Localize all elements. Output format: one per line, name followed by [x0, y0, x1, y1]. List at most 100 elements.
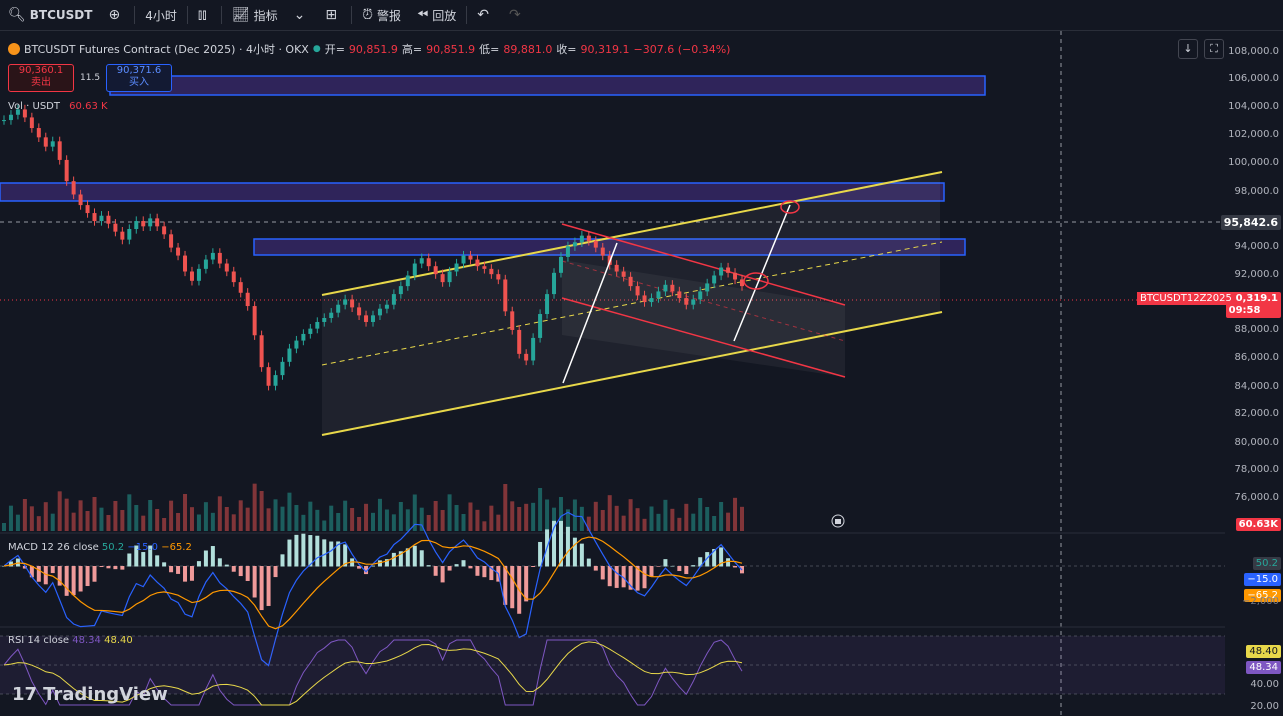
- download-button[interactable]: ↓: [1178, 39, 1198, 59]
- contract-tag: BTCUSDT12Z2025: [1137, 292, 1235, 305]
- volume-bar: [189, 507, 194, 531]
- volume-bar: [614, 505, 619, 531]
- macd-histogram-bar: [245, 566, 250, 581]
- symbol-search[interactable]: 🔍︎ BTCUSDT: [0, 0, 100, 30]
- macd-histogram-bar: [238, 566, 243, 577]
- macd-histogram-bar: [454, 564, 459, 567]
- volume-bar: [252, 483, 257, 531]
- candle-body: [364, 315, 369, 322]
- candle-body: [120, 231, 125, 240]
- crosshair-price-label: 95,842.6: [1220, 215, 1281, 230]
- macd-histogram-bar: [398, 551, 403, 567]
- replay-button[interactable]: ⏪︎ 回放: [409, 0, 464, 30]
- divider: [466, 6, 468, 24]
- volume-bar: [273, 499, 278, 531]
- macd-histogram-bar: [433, 566, 438, 576]
- candle-body: [621, 271, 626, 277]
- interval-button[interactable]: 4小时: [137, 0, 185, 30]
- volume-bar: [64, 498, 69, 531]
- candle-body: [670, 284, 675, 292]
- candle-body: [726, 267, 731, 273]
- price-tick: 76,000.0: [1234, 492, 1279, 503]
- volume-bar: [245, 507, 250, 531]
- candle-body: [50, 141, 55, 147]
- candle-body: [614, 264, 619, 272]
- add-symbol-button[interactable]: ⊕: [100, 0, 132, 30]
- macd-histogram-bar: [134, 545, 139, 567]
- volume-bar: [475, 509, 480, 531]
- sell-label: 卖出: [31, 77, 51, 88]
- volume-bar: [259, 491, 264, 531]
- price-chart[interactable]: [0, 31, 1225, 716]
- arrow-down-icon: ↓: [1183, 42, 1193, 55]
- down-channel-mid: [561, 260, 846, 342]
- macd-histogram-bar: [663, 559, 668, 567]
- indicator-templates-button[interactable]: ⌄: [286, 0, 318, 30]
- price-axis[interactable]: 108,000.0 106,000.0 104,000.0 102,000.0 …: [1220, 31, 1283, 716]
- macd-histogram-bar: [489, 566, 494, 581]
- volume-bar: [391, 514, 396, 531]
- macd-histogram-bar: [29, 566, 34, 578]
- macd-histogram-bar: [607, 566, 612, 587]
- candle-body: [517, 329, 522, 354]
- volume-bar: [565, 509, 570, 531]
- macd-histogram-bar: [280, 554, 285, 567]
- volume-bar: [308, 501, 313, 531]
- volume-bar: [203, 502, 208, 531]
- price-tick: 108,000.0: [1228, 46, 1279, 57]
- volume-bar: [726, 512, 731, 531]
- macd-histogram-bar: [308, 535, 313, 567]
- rsi-ma-line: [3, 641, 743, 706]
- price-tick: 82,000.0: [1234, 408, 1279, 419]
- tradingview-logo[interactable]: 17 TradingView: [12, 684, 168, 705]
- volume-bar: [545, 499, 550, 531]
- candle-body: [475, 259, 480, 267]
- candle-body: [196, 268, 201, 281]
- volume-label: Vol · USDT: [8, 101, 60, 112]
- lock-body: [835, 519, 841, 524]
- candle-body: [113, 223, 118, 232]
- macd-histogram-bar: [155, 555, 160, 567]
- candle-body: [280, 361, 285, 376]
- candle-body: [698, 291, 703, 300]
- macd-histogram-bar: [113, 566, 118, 570]
- alert-button[interactable]: ⏰︎ 警报: [354, 0, 409, 30]
- volume-bar: [607, 495, 612, 531]
- undo-button[interactable]: ↶: [469, 0, 501, 30]
- volume-bar: [426, 515, 431, 531]
- macd-legend[interactable]: MACD 12 26 close 50.2 −15.0 −65.2: [8, 542, 192, 553]
- sell-button[interactable]: 90,360.1 卖出: [8, 64, 74, 92]
- volume-bar: [447, 494, 452, 531]
- candle-body: [691, 299, 696, 305]
- macd-histogram-bar: [475, 566, 480, 576]
- fullscreen-button[interactable]: ⛶: [1204, 39, 1224, 59]
- volume-bar: [412, 494, 417, 531]
- candle-body: [412, 263, 417, 276]
- candle-body: [712, 275, 717, 284]
- volume-bar: [405, 509, 410, 531]
- rsi-legend[interactable]: RSI 14 close 48.34 48.40: [8, 635, 133, 646]
- chart-type-button[interactable]: ⫾⫾: [190, 0, 219, 30]
- indicators-button[interactable]: 📈︎ 指标: [224, 0, 286, 30]
- open-value: 90,851.9: [348, 42, 398, 56]
- descending-channel-fill: [562, 260, 845, 377]
- macd-histogram-bar: [78, 566, 83, 592]
- macd-histogram-bar: [85, 566, 90, 587]
- volume-legend[interactable]: Vol · USDT 60.63 K: [8, 101, 108, 112]
- volume-bar: [538, 488, 543, 531]
- indicators-icon: 📈︎: [231, 7, 250, 23]
- price-tick: 88,000.0: [1234, 324, 1279, 335]
- buy-button[interactable]: 90,371.6 买入: [106, 64, 172, 92]
- volume-bar: [43, 502, 48, 531]
- status-dot-icon: ●: [312, 44, 321, 54]
- layout-button[interactable]: ⊞: [317, 0, 349, 30]
- high-value: 90,851.9: [426, 42, 476, 56]
- macd-histogram-bar: [36, 566, 41, 582]
- macd-histogram-bar: [733, 566, 738, 568]
- legend-title[interactable]: BTCUSDT Futures Contract (Dec 2025) · 4小…: [24, 43, 309, 56]
- macd-histogram-bar: [259, 566, 264, 611]
- rsi-tick: 40.00: [1250, 679, 1279, 690]
- candle-body: [106, 215, 111, 224]
- macd-histogram-bar: [628, 566, 633, 590]
- macd-histogram-bar: [22, 566, 27, 569]
